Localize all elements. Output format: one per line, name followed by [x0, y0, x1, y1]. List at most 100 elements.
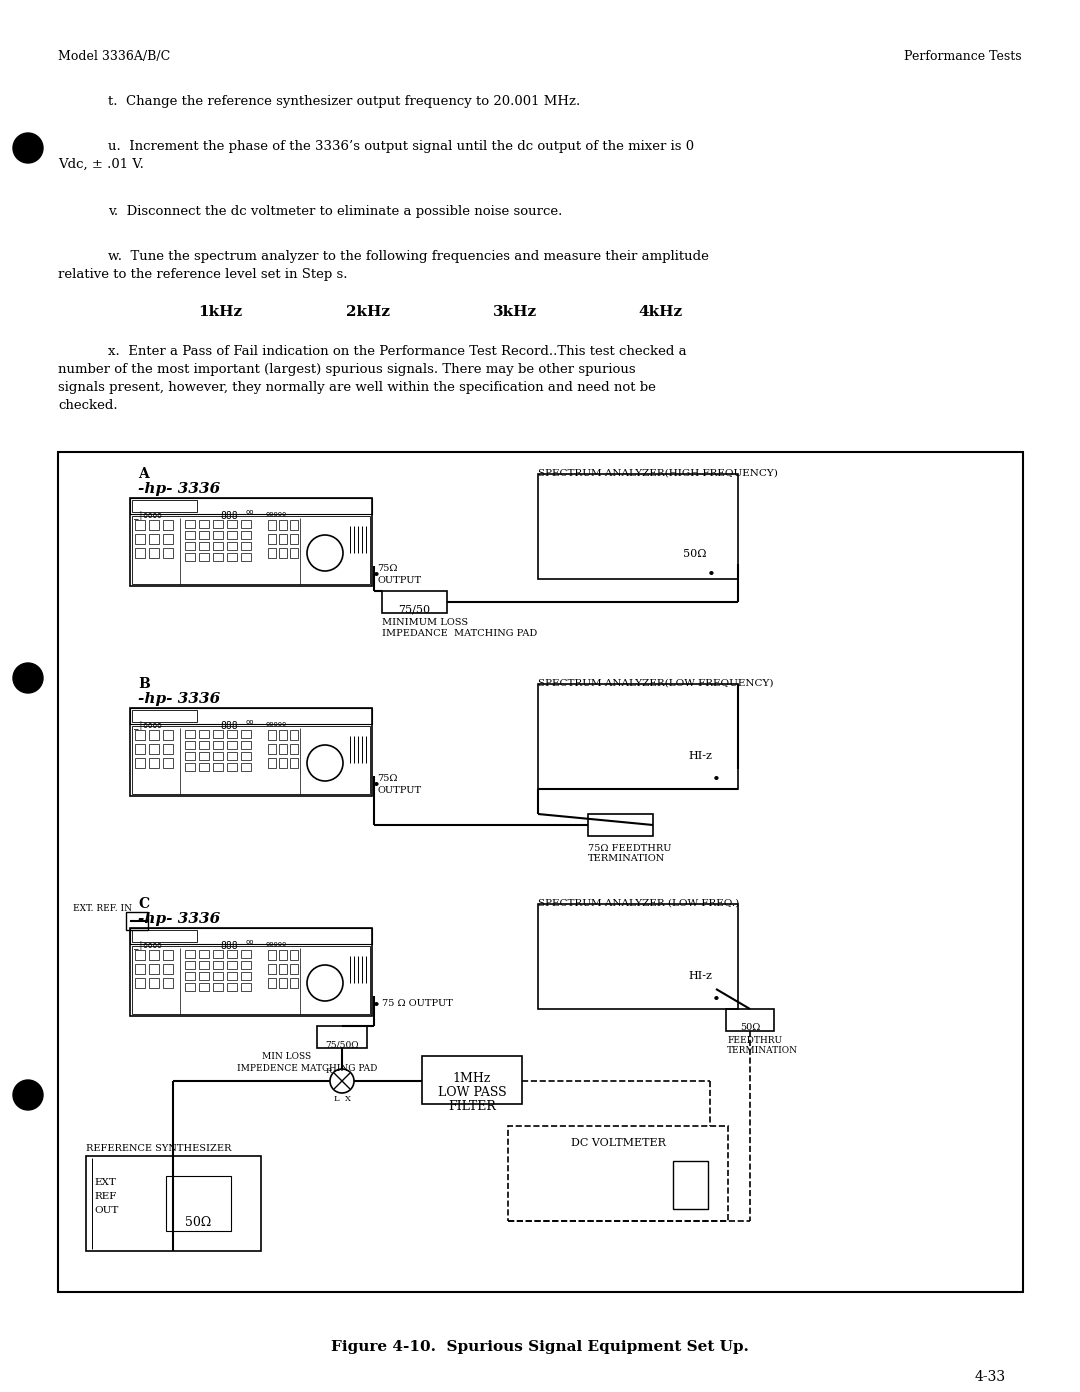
Text: u.  Increment the phase of the 3336’s output signal until the dc output of the m: u. Increment the phase of the 3336’s out…: [108, 141, 694, 153]
Text: SPECTRUM ANALYZER(HIGH FREQUENCY): SPECTRUM ANALYZER(HIGH FREQUENCY): [538, 469, 778, 477]
Text: 50Ω: 50Ω: [740, 1023, 760, 1031]
Text: -hp- 3336: -hp- 3336: [138, 912, 220, 926]
Bar: [149, 979, 159, 988]
Bar: [130, 498, 372, 514]
Bar: [135, 548, 145, 558]
Text: v.  Disconnect the dc voltmeter to eliminate a possible noise source.: v. Disconnect the dc voltmeter to elimin…: [108, 205, 563, 219]
Text: TERMINATION: TERMINATION: [727, 1045, 798, 1055]
Text: checked.: checked.: [58, 400, 118, 412]
Bar: [213, 741, 222, 749]
Text: relative to the reference level set in Step s.: relative to the reference level set in S…: [58, 269, 348, 281]
Text: 4-33: 4-33: [975, 1370, 1007, 1384]
Bar: [213, 752, 222, 760]
Bar: [149, 548, 159, 558]
Bar: [86, 1155, 261, 1251]
Bar: [241, 553, 251, 561]
Bar: [135, 521, 145, 530]
Bar: [135, 729, 145, 741]
Text: Vdc, ± .01 V.: Vdc, ± .01 V.: [58, 159, 144, 171]
Bar: [163, 521, 173, 530]
Bar: [241, 983, 251, 991]
Bar: [213, 729, 222, 738]
Bar: [58, 452, 1023, 1292]
Bar: [185, 972, 195, 980]
Text: Performance Tests: Performance Tests: [904, 50, 1022, 63]
Text: number of the most important (largest) spurious signals. There may be other spur: number of the most important (largest) s…: [58, 363, 636, 376]
Text: R: R: [326, 1068, 333, 1075]
Text: SPECTRUM ANALYZER(LOW FREQUENCY): SPECTRUM ANALYZER(LOW FREQUENCY): [538, 679, 773, 688]
Text: 75/50: 75/50: [397, 606, 430, 615]
Text: oo: oo: [245, 509, 254, 515]
Bar: [279, 535, 287, 544]
Bar: [268, 521, 276, 530]
Text: OUTPUT: OUTPUT: [377, 786, 421, 795]
Text: MIN LOSS: MIN LOSS: [262, 1052, 311, 1061]
Bar: [135, 979, 145, 988]
Bar: [279, 965, 287, 974]
Text: 75/50Ω: 75/50Ω: [325, 1040, 359, 1050]
Bar: [279, 979, 287, 988]
Text: MINIMUM LOSS: MINIMUM LOSS: [382, 618, 468, 626]
Text: •: •: [712, 773, 720, 786]
Bar: [149, 949, 159, 960]
Text: ooooo: ooooo: [265, 721, 286, 727]
Bar: [199, 530, 210, 539]
Bar: [241, 972, 251, 980]
Bar: [199, 729, 210, 738]
Bar: [163, 965, 173, 974]
Bar: [268, 729, 276, 741]
Bar: [185, 729, 195, 738]
Text: •: •: [707, 568, 716, 582]
Bar: [132, 727, 370, 793]
Bar: [199, 763, 210, 771]
Bar: [130, 498, 372, 586]
Text: 1MHz: 1MHz: [453, 1072, 491, 1084]
Text: ooooo: ooooo: [265, 941, 286, 947]
Bar: [149, 729, 159, 741]
Bar: [227, 521, 237, 528]
Bar: [213, 521, 222, 528]
Bar: [227, 983, 237, 991]
Text: 75Ω: 75Ω: [377, 774, 397, 782]
Bar: [268, 548, 276, 558]
Text: 75Ω FEEDTHRU: 75Ω FEEDTHRU: [588, 844, 672, 853]
Bar: [279, 949, 287, 960]
Text: C: C: [138, 896, 149, 910]
Text: •: •: [372, 999, 381, 1013]
Bar: [163, 979, 173, 988]
Bar: [241, 521, 251, 528]
Text: REFERENCE SYNTHESIZER: REFERENCE SYNTHESIZER: [86, 1144, 231, 1153]
Text: B: B: [138, 677, 150, 690]
Text: t.  Change the reference synthesizer output frequency to 20.001 MHz.: t. Change the reference synthesizer outp…: [108, 95, 580, 109]
Bar: [149, 965, 159, 974]
Text: 888: 888: [220, 941, 238, 951]
Bar: [199, 752, 210, 760]
Bar: [199, 949, 210, 958]
Circle shape: [13, 663, 43, 693]
Bar: [199, 960, 210, 969]
Text: Figure 4-10.  Spurious Signal Equipment Set Up.: Figure 4-10. Spurious Signal Equipment S…: [332, 1340, 748, 1354]
Bar: [149, 535, 159, 544]
Bar: [135, 759, 145, 768]
Bar: [279, 548, 287, 558]
Text: OUT: OUT: [94, 1205, 119, 1215]
Bar: [163, 729, 173, 741]
Bar: [291, 535, 298, 544]
Bar: [227, 553, 237, 561]
Bar: [199, 983, 210, 991]
Bar: [130, 928, 372, 944]
Text: •: •: [712, 992, 720, 1006]
Text: 2kHz: 2kHz: [346, 305, 390, 319]
Text: IMPEDENCE MATCHING PAD: IMPEDENCE MATCHING PAD: [237, 1063, 377, 1073]
Bar: [291, 949, 298, 960]
Bar: [241, 960, 251, 969]
Bar: [199, 521, 210, 528]
Bar: [538, 683, 738, 789]
Bar: [241, 530, 251, 539]
Bar: [268, 535, 276, 544]
Bar: [135, 535, 145, 544]
Bar: [163, 535, 173, 544]
Bar: [227, 741, 237, 749]
Bar: [422, 1057, 522, 1104]
Text: x.  Enter a Pass of Fail indication on the Performance Test Record..This test ch: x. Enter a Pass of Fail indication on th…: [108, 345, 687, 358]
